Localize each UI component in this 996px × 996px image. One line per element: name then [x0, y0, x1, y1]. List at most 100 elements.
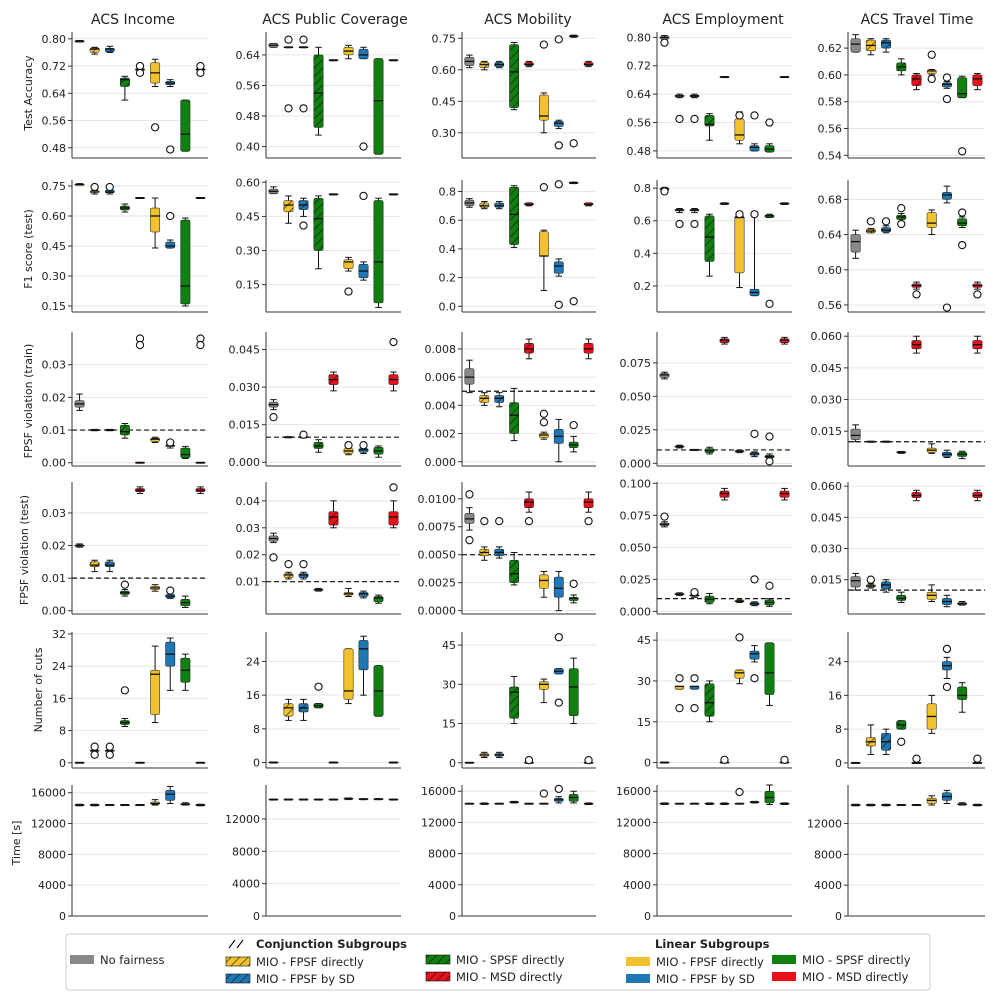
box-r0-c1-csd	[298, 35, 309, 113]
outlier-r2-c1-lsd-0	[359, 441, 368, 450]
outlier-r2-c3-ls-1	[765, 457, 774, 466]
box-r2-c4-ls	[957, 450, 968, 460]
box-r3-c0-cs	[119, 580, 130, 597]
box-r5-c0-ls	[180, 802, 191, 806]
box-r5-c1-lf	[343, 797, 354, 801]
outlier-r4-c3-csd-0	[690, 674, 699, 683]
box-r5-c0-cs	[119, 804, 130, 807]
panel-r5-c1: 0 4000 8000 12000	[225, 785, 401, 923]
box-r1-c3-lsd	[749, 210, 760, 297]
box-r1-c1-cm	[328, 193, 339, 196]
outlier-r4-c0-cf-1	[90, 750, 99, 759]
panel-r0-c2: 0.30 0.45 0.60 0.75	[432, 32, 596, 159]
box-r0-c3-csd	[689, 93, 700, 124]
legend-swatch-cs-hatch	[426, 955, 450, 964]
outlier-r1-c4-cf-0	[866, 217, 875, 226]
box-r1-c3-cf	[674, 208, 685, 229]
tick-label-r0-c0-3: 0.72	[42, 60, 67, 73]
box-body-r0-c4-lm	[972, 74, 983, 86]
box-body-r4-c2-ls	[568, 668, 579, 716]
box-r2-c4-cf	[865, 440, 876, 443]
box-hatch-r0-c1-cs	[313, 54, 324, 128]
tick-label-r2-c3-0: 0.000	[620, 457, 652, 470]
panel-r3-c1: 0.01 0.02 0.03 0.04	[236, 482, 401, 615]
tick-label-r1-c2-0: 0.0	[439, 300, 457, 313]
box-r0-c4-cm	[911, 73, 922, 91]
box-r3-c4-ls	[957, 601, 968, 606]
box-r2-c3-lsd	[749, 429, 760, 458]
outlier-r0-c0-cm-0	[135, 61, 145, 71]
tick-label-r3-c4-0: 0.015	[811, 574, 843, 587]
box-r5-c3-lf	[734, 787, 745, 805]
box-r5-c0-csd	[104, 804, 115, 807]
tick-label-r2-c2-2: 0.004	[425, 399, 457, 412]
box-r3-c3-lm	[779, 487, 790, 501]
tick-label-r2-c0-0: 0.00	[42, 457, 67, 470]
outlier-r2-c0-lsd-0	[166, 438, 175, 447]
box-r2-c1-csd	[298, 430, 309, 439]
box-r4-c0-csd	[104, 742, 115, 759]
box-r5-c1-cm	[328, 798, 339, 801]
outlier-r4-c0-cs-0	[120, 686, 130, 695]
outlier-r2-c2-lf-1	[539, 418, 549, 427]
column-titles: ACS Income ACS Public Coverage ACS Mobil…	[91, 12, 973, 28]
box-r4-c3-lsd	[749, 645, 760, 683]
box-r0-c4-nf	[850, 34, 861, 53]
panel-r0-c3: 0.48 0.56 0.64 0.72 0.80	[627, 31, 792, 159]
outlier-r2-c0-cm-1	[135, 340, 145, 350]
panel-r5-c2: 0 4000 8000 12000 16000	[421, 784, 596, 923]
box-r3-c0-cm	[135, 486, 145, 494]
outlier-r4-c0-csd-0	[105, 742, 114, 751]
box-r2-c0-lsd	[165, 438, 176, 449]
outlier-r0-c1-csd-0	[299, 35, 308, 44]
tick-label-r2-c4-3: 0.060	[811, 330, 843, 343]
outlier-r0-c4-lf-0	[927, 50, 936, 59]
outlier-r4-c4-lsd-0	[942, 644, 952, 654]
outlier-r0-c1-cf-0	[284, 35, 293, 44]
box-r1-c3-cm	[719, 202, 730, 205]
box-r1-c1-lm	[388, 193, 399, 196]
outlier-r0-c3-lsd-0	[750, 111, 759, 120]
box-r1-c2-lsd	[553, 180, 564, 309]
box-r2-c2-lm	[583, 338, 594, 360]
outlier-r4-c3-cf-1	[675, 704, 684, 713]
box-r2-c4-cs	[896, 450, 907, 454]
box-r5-c3-csd	[689, 802, 700, 805]
outlier-r1-c3-nf-0	[660, 187, 669, 196]
outlier-r0-c1-cf-1	[284, 104, 293, 113]
box-r4-c0-nf	[74, 761, 85, 764]
box-body-r3-c4-nf	[850, 576, 861, 588]
box-r0-c3-cf	[674, 93, 685, 124]
box-r1-c4-cm	[911, 281, 922, 299]
box-hatch-r1-c2-cf	[479, 202, 489, 208]
outlier-r0-c4-lf-1	[927, 74, 936, 84]
box-r3-c2-cf	[479, 517, 490, 561]
outlier-r0-c0-lsd-0	[166, 145, 175, 154]
tick-label-r0-c2-3: 0.75	[432, 32, 457, 45]
box-r5-c2-lf	[539, 789, 549, 805]
box-r3-c2-lsd	[553, 570, 564, 612]
box-r2-c4-csd	[881, 440, 892, 443]
outlier-r4-c0-cf-0	[90, 742, 99, 751]
panel-r1-c4: 0.56 0.60 0.64 0.68	[818, 180, 985, 313]
box-r4-c4-lm	[972, 754, 983, 764]
outlier-r2-c1-lm-0	[389, 337, 398, 347]
outlier-r4-c2-lm-0	[584, 756, 593, 765]
box-body-r3-c2-lsd	[553, 576, 564, 598]
tick-label-r1-c4-0: 0.56	[818, 299, 843, 312]
box-body-r0-c3-lsd	[749, 145, 760, 152]
box-r0-c3-lm	[779, 76, 790, 79]
box-hatch-r3-c1-cf	[283, 573, 294, 578]
tick-label-r2-c2-3: 0.006	[425, 371, 457, 384]
legend-header-linear: Linear Subgroups	[655, 937, 770, 951]
outlier-r3-c2-ls-0	[569, 579, 578, 588]
panels: 0.480.560.640.720.800.400.480.560.640.30…	[31, 31, 985, 923]
tick-label-r1-c1-2: 0.45	[236, 210, 261, 223]
legend-label-csd: MIO - FPSF by SD	[256, 972, 355, 986]
box-r1-c4-nf	[850, 229, 861, 259]
box-r3-c1-lsd	[358, 590, 369, 599]
box-body-r2-c3-nf	[659, 373, 670, 378]
outlier-r1-c0-csd-0	[105, 182, 114, 192]
box-r2-c3-cf	[674, 444, 685, 449]
